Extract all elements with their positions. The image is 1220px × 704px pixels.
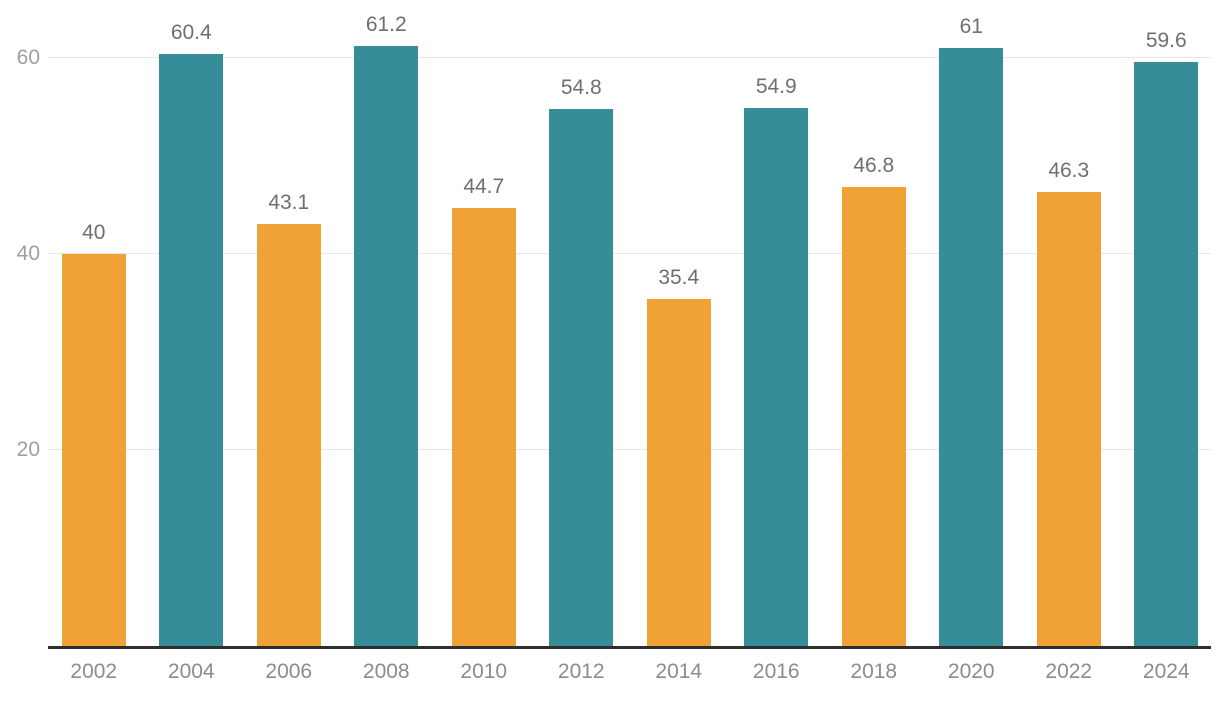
bar-value-label: 54.8: [560, 75, 602, 99]
bar-2016[interactable]: [744, 107, 809, 646]
gridline: [48, 56, 1211, 58]
bar-2006[interactable]: [256, 223, 321, 646]
bar-value-label: 35.4: [658, 265, 700, 289]
x-axis-tick-label: 2004: [167, 660, 215, 683]
x-axis-tick-label: 2024: [1142, 660, 1190, 683]
bar-2012[interactable]: [549, 108, 614, 646]
x-axis-tick-label: 2002: [70, 660, 118, 683]
x-axis-tick-label: 2010: [460, 660, 508, 683]
bar-2018[interactable]: [841, 187, 906, 646]
bar-value-label: 43.1: [268, 190, 310, 214]
bar-value-label: 40: [82, 220, 106, 244]
bar-value-label: 59.6: [1145, 28, 1187, 52]
y-axis-tick-label: 20: [16, 437, 40, 461]
bar-2020[interactable]: [939, 48, 1004, 646]
bar-value-label: 61.2: [365, 13, 407, 37]
bar-2014[interactable]: [646, 298, 711, 646]
x-axis-tick-label: 2022: [1045, 660, 1093, 683]
x-axis-tick-label: 2018: [850, 660, 898, 683]
bar-value-label: 61: [959, 15, 983, 39]
bar-2024[interactable]: [1134, 61, 1199, 646]
gridline: [48, 252, 1211, 254]
bar-value-label: 44.7: [463, 174, 505, 198]
x-axis-tick-label: 2008: [362, 660, 410, 683]
bar-value-label: 60.4: [170, 20, 212, 44]
bar-2008[interactable]: [354, 46, 419, 646]
plot-area: 40 60.4 43.1 61.2 44.7 54.8 35.4 54.9 46.8 61 46.3…: [45, 0, 1215, 646]
y-axis-tick-label: 60: [16, 45, 40, 69]
x-axis-tick-label: 2020: [947, 660, 995, 683]
x-axis-line: [48, 646, 1211, 649]
x-axis-tick-label: 2012: [557, 660, 605, 683]
gridline: [48, 448, 1211, 450]
bar-value-label: 46.8: [853, 154, 895, 178]
bar-2004[interactable]: [159, 53, 224, 646]
x-axis-tick-label: 2014: [655, 660, 703, 683]
bar-value-label: 54.9: [755, 74, 797, 98]
bar-2022[interactable]: [1036, 192, 1101, 646]
bar-value-label: 46.3: [1048, 159, 1090, 183]
bar-2010[interactable]: [451, 207, 516, 646]
bar-2002[interactable]: [61, 253, 126, 646]
x-axis-tick-label: 2006: [265, 660, 313, 683]
x-axis-tick-label: 2016: [752, 660, 800, 683]
y-axis-tick-label: 40: [16, 241, 40, 265]
